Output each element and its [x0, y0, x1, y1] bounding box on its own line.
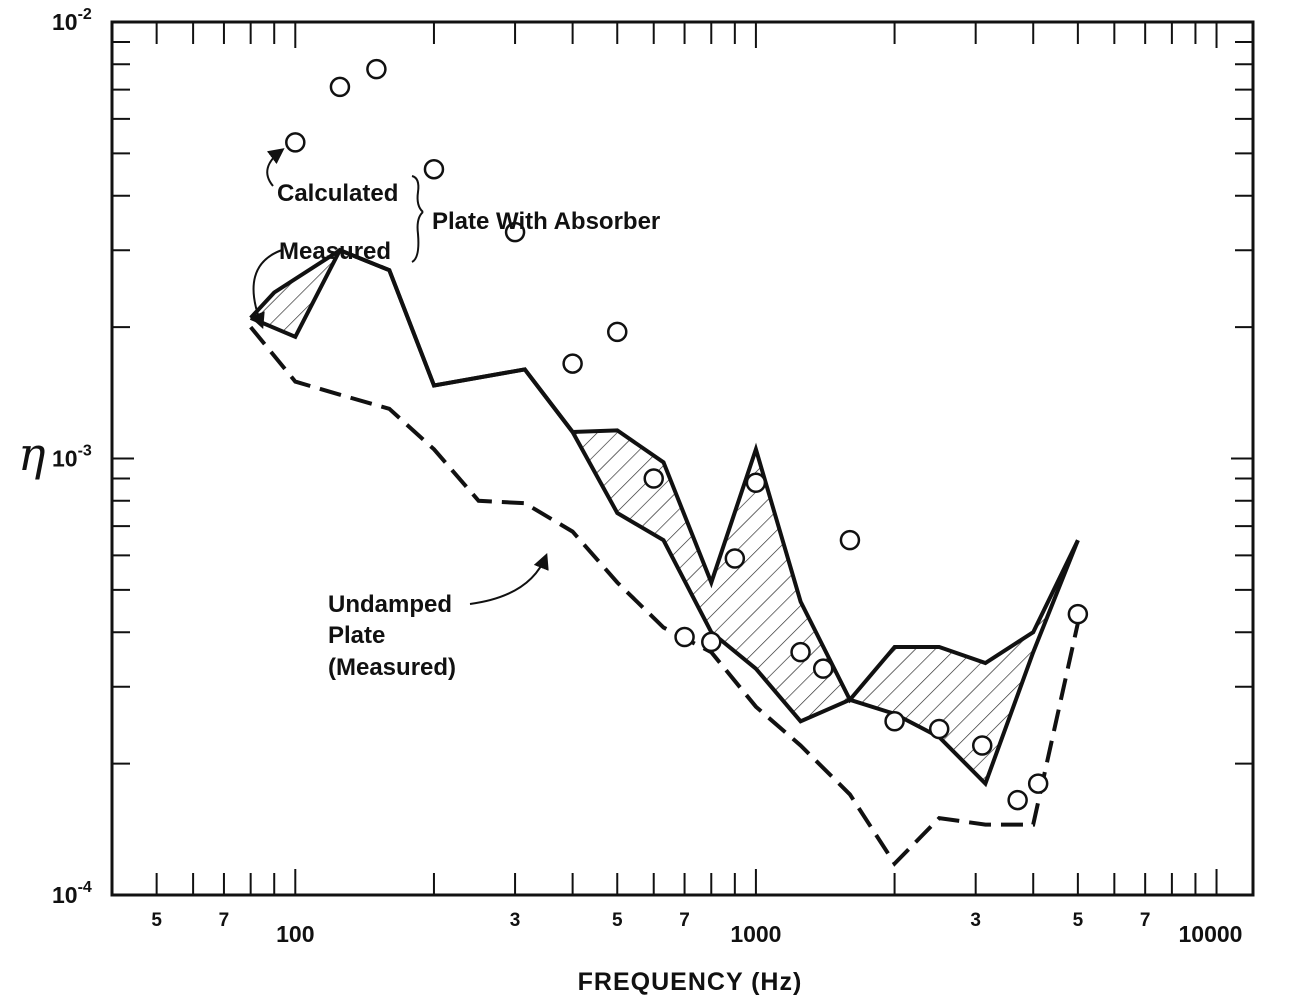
calculated-point: [674, 626, 695, 648]
brace-measured: [411, 211, 424, 263]
calculated-point: [839, 529, 861, 551]
plot-frame: [110, 20, 1255, 897]
x-tick-label: 10000: [1179, 921, 1243, 947]
calculated-point: [1007, 789, 1028, 811]
calculated-point: [745, 472, 767, 493]
calculated-point: [643, 468, 664, 489]
calculated-point: [812, 658, 834, 679]
undamped-label-line1: Undamped: [328, 591, 452, 618]
measured-band: [250, 250, 1078, 784]
calculated-point: [928, 718, 950, 740]
undamped-arrow: [469, 553, 549, 605]
measured-hatch: [250, 250, 1078, 784]
calculated-point: [504, 221, 526, 243]
x-tick-label: 5: [612, 910, 623, 931]
undamped-label-line3: (Measured): [328, 654, 456, 681]
x-tick-labels: 5 7 100 3 5 7 1000 3 5 7 10000: [151, 910, 1242, 947]
x-tick-label: 100: [276, 921, 314, 947]
measured-arrow: [249, 249, 283, 329]
plate-with-absorber-label: Plate With Absorber: [432, 208, 660, 235]
calculated-point: [329, 76, 351, 98]
annotations: Calculated Measured Plate With Absorber …: [249, 148, 660, 681]
calculated-label: Calculated: [277, 180, 398, 207]
x-tick-label: 7: [219, 910, 230, 931]
calculated-point: [1027, 773, 1049, 794]
x-axis-title: FREQUENCY (Hz): [578, 968, 803, 996]
y-tick-labels: 10-4 10-3 10-2: [52, 6, 92, 908]
series-lines: [249, 247, 1080, 867]
x-tick-label: 7: [679, 910, 690, 931]
calculated-arrow: [266, 148, 285, 187]
calculated-point: [285, 132, 306, 153]
x-tick-label: 3: [970, 910, 981, 931]
calculated-point: [884, 711, 905, 732]
measured-lower-line: [249, 247, 1080, 788]
y-tick-label: 10-2: [52, 6, 92, 35]
calculated-point: [562, 353, 583, 374]
calculated-point: [724, 548, 746, 569]
calculated-markers: [285, 58, 1089, 811]
y-tick-label: 10-4: [52, 879, 92, 908]
y-axis-title: η: [18, 427, 46, 481]
calculated-point: [1067, 603, 1089, 625]
calculated-point: [366, 58, 387, 80]
x-tick-label: 1000: [730, 921, 781, 947]
brace-calculated: [411, 175, 424, 213]
y-ticks: [112, 40, 1253, 896]
x-ticks: [111, 22, 1218, 895]
x-tick-label: 3: [510, 910, 521, 931]
calculated-point: [423, 158, 445, 180]
undamped-line: [249, 325, 1080, 867]
x-tick-label: 5: [1073, 910, 1084, 931]
measured-label: Measured: [279, 238, 391, 265]
undamped-label-line2: Plate: [328, 622, 385, 649]
plot-area: [110, 20, 1255, 897]
y-tick-label: 10-3: [52, 443, 92, 472]
calculated-point: [971, 735, 993, 756]
calculated-point: [701, 631, 722, 653]
x-tick-label: 5: [151, 910, 162, 931]
x-tick-label: 7: [1140, 910, 1151, 931]
calculated-point: [607, 321, 628, 343]
calculated-point: [790, 641, 811, 663]
